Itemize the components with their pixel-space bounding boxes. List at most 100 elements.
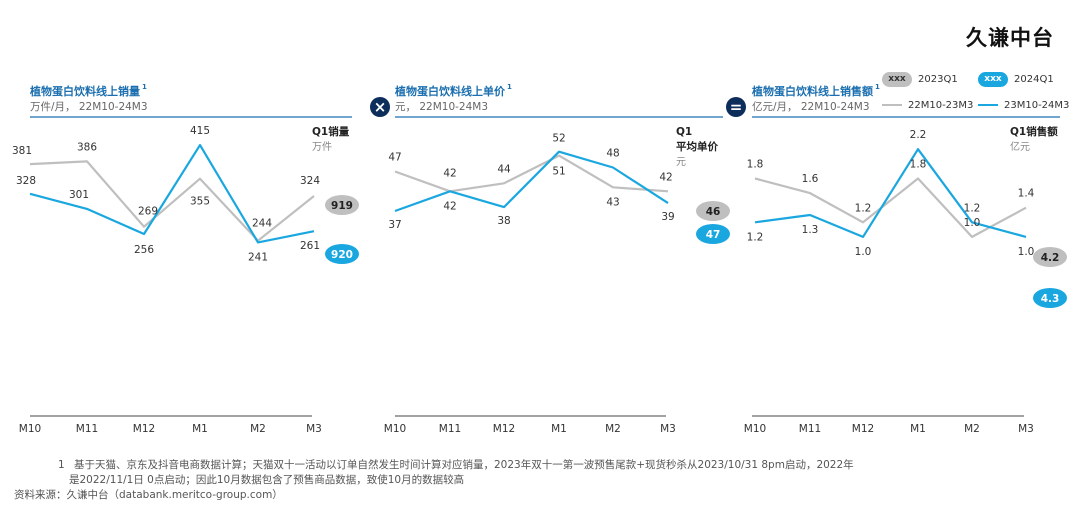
panel-0-blue-label-M2: 241: [248, 251, 268, 263]
panel-1-gray-label-M1: 51: [552, 166, 565, 178]
panel-1-tick-M1: M1: [551, 423, 567, 435]
panel-2-blue-label-M3: 1.0: [1018, 246, 1035, 258]
panel-0-q1-2023-value: 919: [331, 200, 353, 212]
legend-pill-gray: xxx: [882, 71, 912, 87]
panel-1-tick-M11: M11: [439, 423, 461, 435]
panel-2-blue-label-M12: 1.0: [855, 246, 872, 258]
panel-1-q1-subtitle: 平均单价: [676, 140, 718, 153]
operator-equals-icon: =: [730, 98, 743, 116]
panel-2-gray-label-M12: 1.2: [855, 202, 872, 214]
legend-2023-label: 2023Q1: [918, 73, 958, 85]
panel-1-q1-2023-value: 46: [706, 206, 721, 218]
panel-2-title: 植物蛋白饮料线上销售额: [751, 84, 873, 98]
panel-0-q1-title: Q1销量: [312, 125, 350, 138]
panel-0-gray-label-M1: 355: [190, 196, 210, 208]
panel-2-tick-M3: M3: [1018, 423, 1034, 435]
panel-0-title-sup: 1: [142, 83, 147, 91]
panel-0-tick-M11: M11: [76, 423, 98, 435]
panel-1-q1-2023-bubble: [696, 201, 730, 221]
panel-2-q1-unit: 亿元: [1010, 140, 1030, 153]
operator-equals-circle: [726, 97, 746, 117]
panel-1-blue-label-M12: 38: [497, 215, 510, 227]
panel-1-tick-M3: M3: [660, 423, 676, 435]
panel-1-q1-2024-bubble: [696, 224, 730, 244]
panel-1-gray-label-M11: 42: [443, 167, 456, 179]
panel-0-tick-M12: M12: [133, 423, 155, 435]
legend-gray-line-swatch: [882, 104, 902, 106]
panel-2-q1-2024-value: 4.3: [1041, 293, 1060, 305]
panel-1-blue-label-M3: 39: [661, 211, 674, 223]
panel-2-gray-label-M2: 1.0: [964, 217, 981, 229]
panel-2-subtitle: 亿元/月， 22M10-24M3: [752, 100, 870, 113]
panel-2-blue-label-M2: 1.2: [964, 202, 981, 214]
operator-times-icon: ×: [374, 98, 387, 116]
panel-1-subtitle: 元， 22M10-24M3: [395, 101, 488, 113]
panel-1-series-blue-line: [394, 150, 669, 213]
panel-2-tick-M12: M12: [852, 423, 874, 435]
panel-1-title: 植物蛋白饮料线上单价: [394, 84, 506, 98]
legend-row-gray-line: 22M10-23M3: [882, 96, 973, 114]
panel-1-tick-M2: M2: [605, 423, 621, 435]
legend-blue-line-swatch: [978, 104, 998, 106]
panel-1-blue-label-M2: 48: [606, 148, 619, 160]
panel-2-series-gray-line: [754, 177, 1027, 238]
panel-0-q1-unit: 万件: [312, 141, 332, 153]
panel-1-series-gray-line: [394, 154, 669, 193]
panel-2-tick-M2: M2: [964, 423, 980, 435]
panel-2-q1-2023-bubble: [1033, 247, 1067, 267]
panel-1-q1-unit: 元: [676, 157, 686, 168]
panel-0-tick-M2: M2: [250, 423, 266, 435]
panel-0-title: 植物蛋白饮料线上销量: [29, 84, 140, 98]
panel-1-gray-label-M2: 43: [606, 196, 619, 208]
panel-0-q1-2023-bubble: [325, 195, 359, 215]
panel-0-blue-label-M11: 301: [69, 189, 89, 201]
panel-0-gray-label-M10: 381: [12, 145, 32, 157]
panel-2-blue-label-M10: 1.2: [747, 231, 764, 243]
panel-2-gray-label-M3: 1.4: [1018, 188, 1035, 200]
operator-times-circle: [370, 97, 390, 117]
panel-0-tick-M10: M10: [19, 423, 41, 435]
legend: xxx 2023Q1 xxx 2024Q1 22M10-23M3 23M10-2…: [882, 70, 1072, 112]
panel-0-subtitle: 万件/月， 22M10-24M3: [30, 101, 148, 113]
panel-2-tick-M11: M11: [799, 423, 821, 435]
panel-0-blue-label-M1: 415: [190, 125, 210, 137]
panel-2-q1-2024-bubble: [1033, 288, 1067, 308]
panel-0-blue-label-M10: 328: [16, 175, 36, 187]
panel-2-q1-title: Q1销售额: [1010, 125, 1058, 138]
panel-2-q1-2023-value: 4.2: [1041, 252, 1060, 264]
panel-2-tick-M1: M1: [910, 423, 926, 435]
panel-1-title-sup: 1: [507, 83, 512, 91]
panel-1-gray-label-M12: 44: [497, 163, 511, 175]
legend-2024-label: 2024Q1: [1014, 73, 1054, 85]
panel-1-tick-M10: M10: [384, 423, 406, 435]
panel-1-blue-label-M10: 37: [388, 219, 401, 231]
panel-1-q1-title: Q1: [676, 126, 692, 138]
footnote-line-1: 基于天猫、京东及抖音电商数据计算；天猫双十一活动以订单自然发生时间计算对应销量，…: [74, 459, 854, 471]
panel-2-title-sup: 1: [875, 83, 880, 91]
legend-row-blue-line: 23M10-24M3: [978, 96, 1069, 114]
panel-1-q1-2024-value: 47: [706, 229, 721, 241]
panel-2-gray-label-M1: 1.8: [910, 158, 927, 170]
panel-0-blue-label-M3: 261: [300, 240, 320, 252]
panel-2-tick-M10: M10: [744, 423, 766, 435]
footnote-number: 1: [58, 459, 65, 471]
legend-row-2024: xxx 2024Q1: [978, 70, 1054, 88]
panel-2-gray-label-M11: 1.6: [802, 173, 819, 185]
panel-2-series-blue-line: [754, 148, 1027, 238]
panel-0-gray-label-M12: 269: [138, 206, 158, 218]
panel-0-tick-M1: M1: [192, 423, 208, 435]
panel-2-blue-label-M1: 2.2: [910, 129, 927, 141]
legend-pill-blue: xxx: [978, 71, 1008, 87]
legend-blue-line-label: 23M10-24M3: [1004, 99, 1070, 111]
panel-2-gray-label-M10: 1.8: [747, 158, 764, 170]
panel-1-tick-M12: M12: [493, 423, 515, 435]
panel-1-gray-label-M3: 42: [659, 171, 672, 183]
panel-0-series-blue-line: [29, 144, 315, 244]
panel-1-blue-label-M11: 42: [443, 200, 456, 212]
source-text: 资料来源：久谦中台（databank.meritco-group.com）: [14, 489, 283, 501]
panel-0-series-gray-line: [29, 160, 315, 242]
panel-2-blue-label-M11: 1.3: [802, 224, 819, 236]
panel-1-gray-label-M10: 47: [388, 151, 401, 163]
legend-gray-line-label: 22M10-23M3: [908, 99, 974, 111]
